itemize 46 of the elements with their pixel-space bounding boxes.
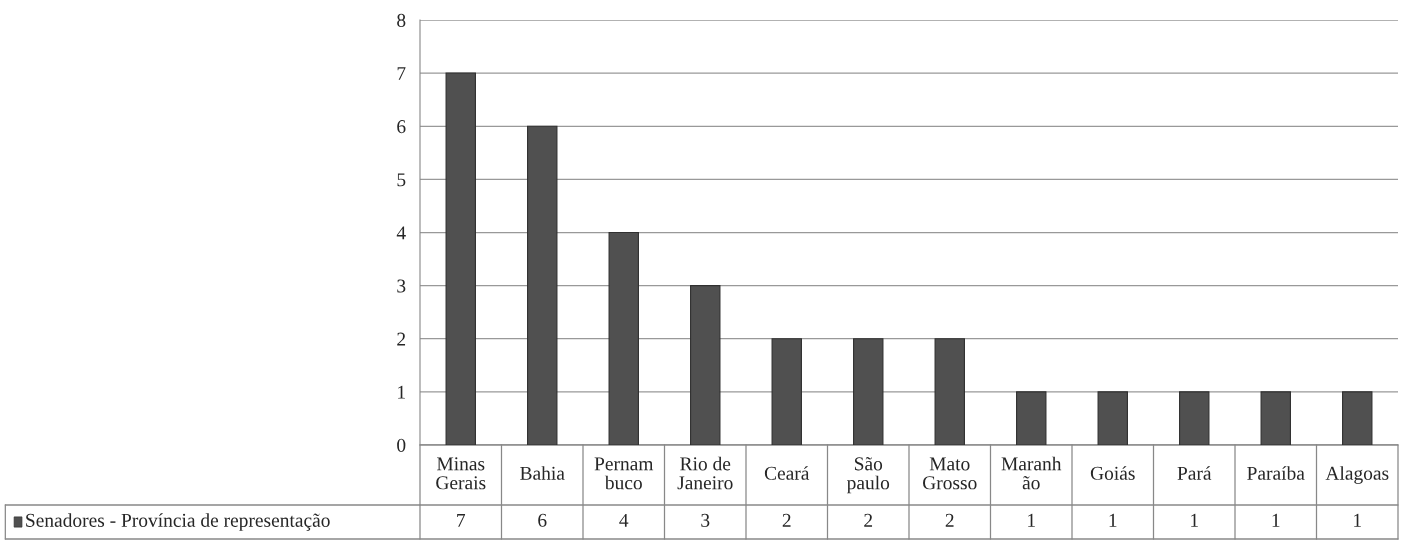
x-tick-label: Pará (1177, 466, 1212, 480)
y-tick-label: 2 (397, 332, 406, 346)
y-tick-label: 0 (397, 438, 406, 452)
bar (771, 338, 802, 445)
data-label: 1 (1028, 513, 1035, 527)
bar (853, 338, 884, 445)
bar (1016, 391, 1047, 445)
bar (1260, 391, 1291, 445)
bar (1097, 391, 1128, 445)
x-tick-label: Rio de Janeiro (677, 456, 733, 490)
x-tick-label: Ceará (764, 466, 810, 480)
data-label: 1 (1272, 513, 1280, 527)
data-label: 4 (619, 513, 629, 527)
data-label: 2 (782, 513, 791, 527)
data-label: 3 (701, 513, 710, 527)
x-tick-label: Alagoas (1325, 466, 1389, 484)
x-tick-label: São paulo (846, 457, 890, 494)
y-tick-label: 6 (397, 120, 406, 134)
data-label: 2 (864, 513, 873, 527)
x-tick-label: Paraíba (1247, 466, 1305, 480)
x-tick-label: Bahia (520, 466, 565, 480)
y-tick-label: 1 (398, 385, 405, 399)
bar (1179, 391, 1210, 445)
x-tick-label: Goiás (1090, 466, 1135, 480)
x-tick-label: Pernam buco (594, 457, 654, 490)
data-label: 6 (538, 513, 547, 527)
data-label: 1 (1109, 513, 1117, 527)
data-label: 7 (457, 513, 466, 527)
bar (934, 338, 965, 445)
legend-label: Senadores - Província de representação (26, 513, 330, 531)
data-label: 1 (1354, 513, 1361, 527)
data-label: 2 (945, 513, 954, 527)
data-label: 1 (1191, 513, 1198, 527)
y-tick-label: 8 (397, 13, 406, 27)
y-tick-label: 7 (397, 67, 406, 80)
bar (527, 125, 558, 445)
x-tick-label: Mato Grosso (923, 457, 977, 490)
bar (608, 231, 639, 445)
x-tick-label: Maranh ão (1001, 456, 1062, 490)
x-tick-label: Minas Gerais (436, 457, 486, 490)
y-tick-label: 3 (397, 279, 406, 293)
bar (1342, 391, 1373, 445)
bar (690, 285, 721, 445)
y-tick-label: 4 (396, 226, 406, 240)
bar (445, 72, 476, 445)
y-tick-label: 5 (397, 173, 406, 187)
